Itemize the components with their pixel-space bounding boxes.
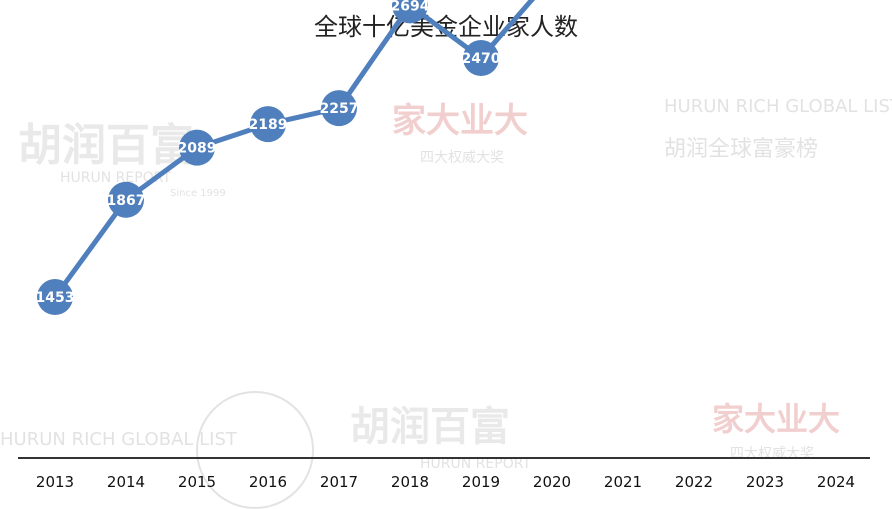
x-tick-label: 2019 — [462, 473, 500, 491]
watermark-rich-list: HURUN RICH GLOBAL LIST — [664, 96, 892, 117]
x-tick-label: 2013 — [36, 473, 74, 491]
data-label: 2089 — [178, 141, 217, 157]
x-tick-label: 2017 — [320, 473, 358, 491]
data-label: 1453 — [36, 290, 75, 306]
data-points-group — [37, 0, 499, 316]
watermark-seal-icon — [196, 391, 314, 509]
data-labels-group: 1453186720892189225726942470281632283381… — [36, 0, 501, 306]
data-label: 1867 — [107, 193, 146, 209]
data-point — [179, 129, 215, 166]
data-point — [463, 40, 499, 77]
data-label: 2694 — [391, 0, 430, 14]
x-tick-label: 2020 — [533, 473, 571, 491]
data-point — [250, 106, 286, 143]
watermark-rich-list-cn: 胡润全球富豪榜 — [664, 137, 818, 162]
chart-title: 全球十亿美金企业家人数 — [314, 13, 578, 41]
watermark-award-line-bottom: 四大权威大奖 — [730, 445, 814, 462]
data-point — [37, 279, 73, 316]
data-point — [392, 0, 428, 24]
data-label: 2470 — [462, 51, 501, 67]
x-tick-label: 2014 — [107, 473, 145, 491]
watermark-award-line: 四大权威大奖 — [420, 149, 504, 166]
data-label: 2189 — [249, 117, 288, 133]
data-point — [108, 181, 144, 218]
x-tick-label: 2024 — [817, 473, 855, 491]
watermark-brand-cn: 胡润百富 — [18, 120, 194, 171]
data-label: 2257 — [320, 101, 359, 117]
x-tick-label: 2015 — [178, 473, 216, 491]
watermark-award-title-bottom: 家大业大 — [712, 400, 840, 438]
x-tick-label: 2021 — [604, 473, 642, 491]
x-tick-label: 2023 — [746, 473, 784, 491]
watermark-brand-cn-bottom: 胡润百富 — [350, 404, 510, 450]
watermark-rich-list-bottom: HURUN RICH GLOBAL LIST — [0, 429, 238, 450]
watermark-brand-en-bottom: HURUN REPORT — [420, 456, 531, 472]
watermark-award-title: 家大业大 — [392, 101, 528, 141]
watermark-layer: 胡润百富 HURUN REPORT Since 1999 家大业大 四大权威大奖… — [0, 96, 892, 509]
watermark-brand-en: HURUN REPORT — [60, 170, 171, 186]
x-tick-labels-group: 2013 2014 2015 2016 2017 2018 2019 2020 2021 2022… — [36, 473, 855, 491]
x-tick-label: 2022 — [675, 473, 713, 491]
watermark-since: Since 1999 — [170, 188, 226, 199]
x-tick-label: 2018 — [391, 473, 429, 491]
data-point — [321, 90, 357, 127]
x-tick-label: 2016 — [249, 473, 287, 491]
